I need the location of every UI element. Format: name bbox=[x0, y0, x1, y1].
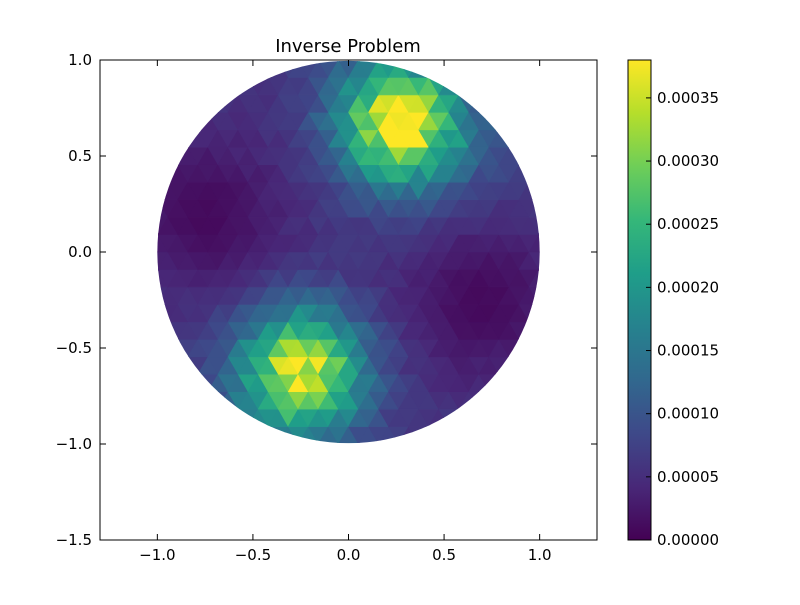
chart-title: Inverse Problem bbox=[275, 36, 421, 57]
colorbar-tick-label: 0.00020 bbox=[657, 278, 719, 296]
colorbar-tick-label: 0.00025 bbox=[657, 215, 719, 233]
y-tick-label: 0.0 bbox=[68, 243, 92, 261]
colorbar-tick-label: 0.00010 bbox=[657, 405, 719, 423]
mesh-triangle bbox=[528, 233, 540, 253]
y-tick-label: −0.5 bbox=[56, 339, 92, 357]
colorbar-tick-label: 0.00035 bbox=[657, 89, 719, 107]
plot-area: −1.0 −0.5 0.0 0.5 1.0 1.0 0.5 0.0 −0.5 −1.0 −1.5 bbox=[56, 51, 598, 564]
x-axis: −1.0 −0.5 0.0 0.5 1.0 bbox=[139, 60, 552, 564]
colorbar-gradient bbox=[627, 59, 652, 541]
colorbar-tick-label: 0.00000 bbox=[657, 531, 719, 549]
colorbar-ticks: 0.00000 0.00005 0.00010 0.00015 0.00020 0.000… bbox=[646, 89, 719, 549]
y-tick-label: −1.0 bbox=[56, 435, 92, 453]
x-tick-label: 0.5 bbox=[432, 546, 456, 564]
colorbar-tick-label: 0.00030 bbox=[657, 152, 719, 170]
x-tick-label: −1.0 bbox=[139, 546, 175, 564]
x-tick-label: 0.0 bbox=[337, 546, 361, 564]
y-tick-label: 0.5 bbox=[68, 147, 92, 165]
x-tick-label: 1.0 bbox=[528, 546, 552, 564]
y-tick-label: −1.5 bbox=[56, 531, 92, 549]
y-tick-label: 1.0 bbox=[68, 51, 92, 69]
colorbar-tick-label: 0.00005 bbox=[657, 468, 719, 486]
y-axis: 1.0 0.5 0.0 −0.5 −1.0 −1.5 bbox=[56, 51, 597, 549]
x-tick-label: −0.5 bbox=[235, 546, 271, 564]
colorbar: 0.00000 0.00005 0.00010 0.00015 0.00020 0.000… bbox=[627, 59, 719, 549]
colorbar-tick-label: 0.00015 bbox=[657, 342, 719, 360]
